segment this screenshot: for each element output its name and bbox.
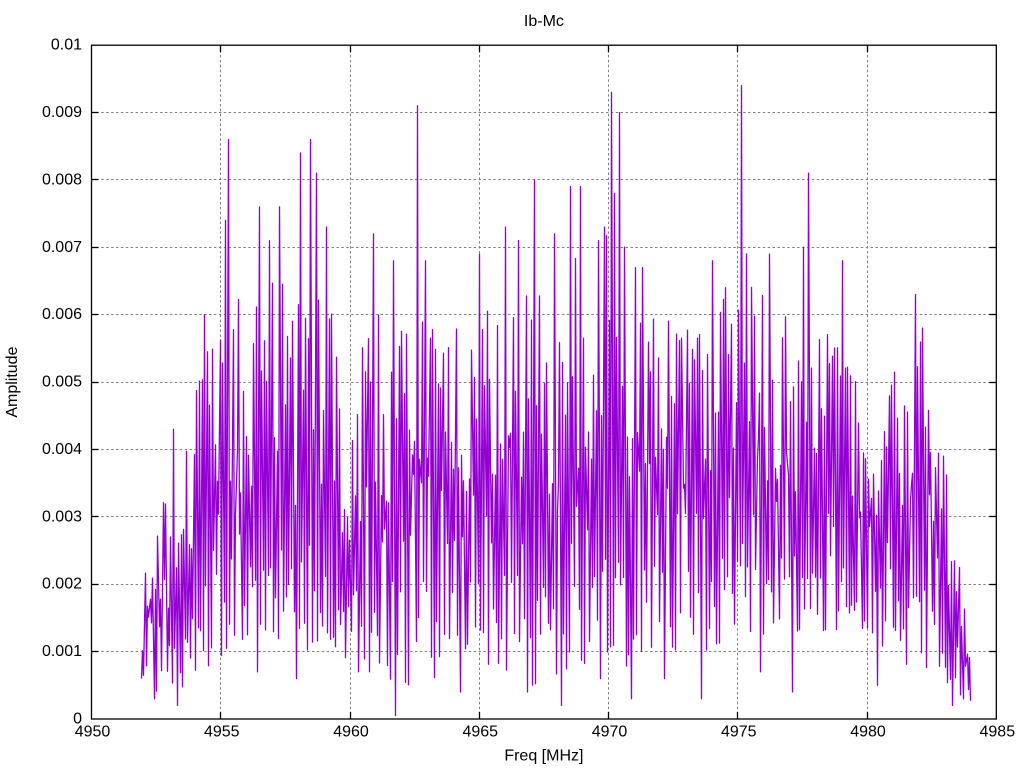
svg-text:Freq [MHz]: Freq [MHz] [504, 748, 583, 765]
svg-text:4985: 4985 [980, 724, 1016, 741]
svg-text:4975: 4975 [721, 724, 757, 741]
svg-text:4980: 4980 [850, 724, 886, 741]
svg-text:0.01: 0.01 [51, 37, 82, 54]
svg-text:0.004: 0.004 [42, 441, 82, 458]
svg-text:0.002: 0.002 [42, 576, 82, 593]
svg-text:4960: 4960 [333, 724, 369, 741]
svg-text:4970: 4970 [592, 724, 628, 741]
svg-text:4965: 4965 [462, 724, 498, 741]
svg-text:0.008: 0.008 [42, 171, 82, 188]
svg-text:0: 0 [73, 711, 82, 728]
svg-text:0.005: 0.005 [42, 374, 82, 391]
svg-text:0.009: 0.009 [42, 104, 82, 121]
svg-text:0.003: 0.003 [42, 508, 82, 525]
svg-text:Amplitude: Amplitude [4, 346, 21, 417]
svg-text:4950: 4950 [75, 724, 111, 741]
svg-text:4955: 4955 [204, 724, 240, 741]
svg-text:Ib-Mc: Ib-Mc [524, 13, 564, 30]
svg-text:0.006: 0.006 [42, 306, 82, 323]
svg-text:0.001: 0.001 [42, 643, 82, 660]
svg-text:0.007: 0.007 [42, 239, 82, 256]
